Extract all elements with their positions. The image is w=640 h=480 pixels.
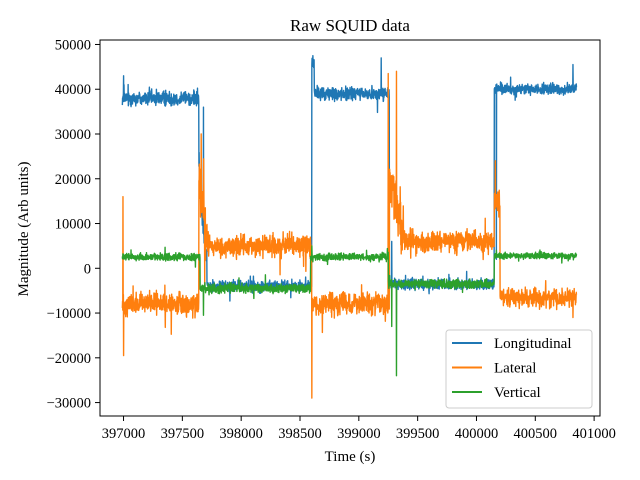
x-tick-label: 399500 <box>396 426 440 442</box>
series-line-longitudinal <box>121 54 578 302</box>
x-axis-label: Time (s) <box>325 449 376 465</box>
x-tick-label: 397000 <box>102 426 146 442</box>
x-tick-label: 398500 <box>278 426 322 442</box>
x-tick-label: 400500 <box>514 426 558 442</box>
y-tick-label: −30000 <box>47 396 91 412</box>
x-tick-label: 401000 <box>572 426 616 442</box>
legend: Longitudinal Lateral Vertical <box>445 329 593 409</box>
y-tick-label: −20000 <box>47 351 91 367</box>
series-line-vertical <box>121 245 578 377</box>
y-axis-label: Magnitude (Arb units) <box>16 162 32 297</box>
legend-label-longitudinal: Longitudinal <box>494 336 572 352</box>
series-line-lateral <box>121 70 578 399</box>
y-tick-label: 10000 <box>55 217 91 233</box>
y-tick-label: −10000 <box>47 306 91 322</box>
y-tick-label: 40000 <box>55 82 91 98</box>
chart-title: Raw SQUID data <box>290 16 410 35</box>
legend-label-lateral: Lateral <box>494 361 536 377</box>
y-tick-label: 50000 <box>55 37 91 53</box>
series-layer <box>121 54 578 399</box>
x-axis: 397000 397500 398000 398500 399000 399500 4000… <box>102 416 616 442</box>
x-tick-label: 399000 <box>337 426 381 442</box>
plot-frame <box>99 39 601 417</box>
legend-box <box>445 329 593 409</box>
y-tick-label: 0 <box>84 261 91 277</box>
y-tick-label: 20000 <box>55 172 91 188</box>
x-tick-label: 398000 <box>219 426 263 442</box>
x-tick-label: 397500 <box>161 426 205 442</box>
legend-label-vertical: Vertical <box>494 385 541 401</box>
y-tick-label: 30000 <box>55 127 91 143</box>
y-axis: −30000 −20000 −10000 0 10000 20000 30000 40000 5… <box>47 37 100 412</box>
x-tick-label: 400000 <box>455 426 499 442</box>
